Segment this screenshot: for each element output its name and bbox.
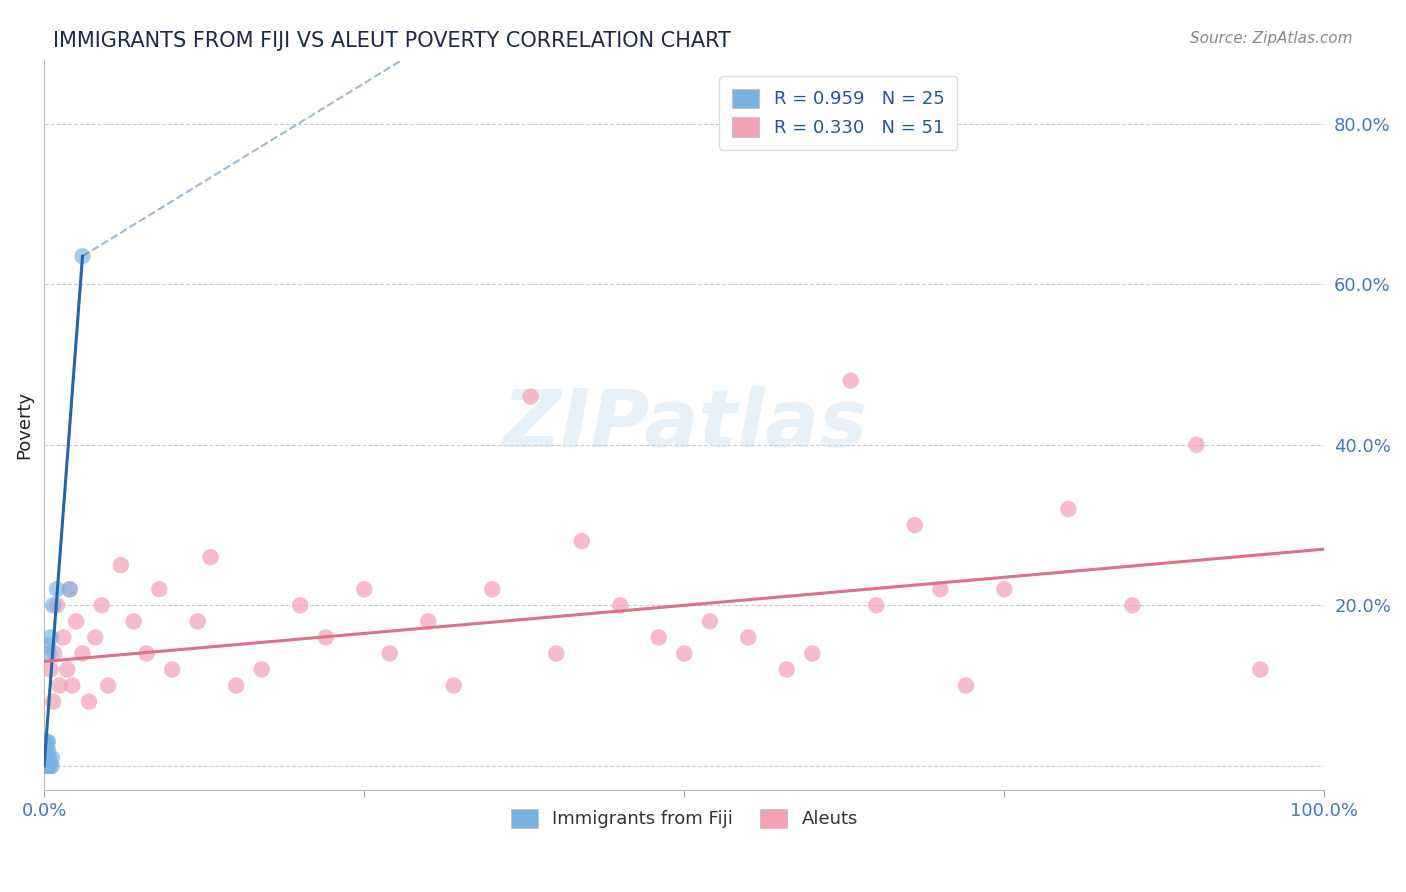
Point	[38, 647, 60, 661]
Point	[443, 679, 465, 693]
Point	[110, 558, 132, 573]
Point	[37, 751, 59, 765]
Point	[65, 615, 87, 629]
Point	[42, 695, 65, 709]
Point	[37, 735, 59, 749]
Point	[39, 663, 62, 677]
Point	[45, 599, 67, 613]
Point	[315, 631, 337, 645]
Point	[35, 743, 58, 757]
Point	[72, 647, 94, 661]
Point	[39, 631, 62, 645]
Point	[737, 631, 759, 645]
Point	[97, 679, 120, 693]
Point	[1185, 438, 1208, 452]
Point	[481, 582, 503, 597]
Point	[519, 390, 541, 404]
Point	[378, 647, 401, 661]
Point	[160, 663, 183, 677]
Legend: Immigrants from Fiji, Aleuts: Immigrants from Fiji, Aleuts	[503, 801, 865, 836]
Point	[77, 695, 100, 709]
Point	[41, 751, 63, 765]
Point	[45, 582, 67, 597]
Point	[929, 582, 952, 597]
Text: Source: ZipAtlas.com: Source: ZipAtlas.com	[1189, 31, 1353, 46]
Y-axis label: Poverty: Poverty	[15, 391, 32, 458]
Point	[609, 599, 631, 613]
Point	[288, 599, 311, 613]
Point	[839, 374, 862, 388]
Point	[904, 518, 927, 533]
Point	[699, 615, 721, 629]
Point	[571, 534, 593, 549]
Point	[776, 663, 799, 677]
Point	[84, 631, 107, 645]
Point	[44, 647, 66, 661]
Point	[418, 615, 440, 629]
Point	[37, 743, 59, 757]
Point	[42, 599, 65, 613]
Point	[34, 747, 56, 761]
Point	[34, 735, 56, 749]
Point	[673, 647, 696, 661]
Point	[60, 679, 83, 693]
Point	[122, 615, 145, 629]
Point	[1249, 663, 1271, 677]
Point	[90, 599, 112, 613]
Text: IMMIGRANTS FROM FIJI VS ALEUT POVERTY CORRELATION CHART: IMMIGRANTS FROM FIJI VS ALEUT POVERTY CO…	[53, 31, 731, 51]
Point	[34, 759, 56, 773]
Point	[647, 631, 669, 645]
Point	[546, 647, 568, 661]
Point	[225, 679, 247, 693]
Point	[250, 663, 273, 677]
Point	[353, 582, 375, 597]
Point	[1057, 502, 1080, 516]
Point	[148, 582, 170, 597]
Point	[187, 615, 209, 629]
Point	[59, 582, 82, 597]
Point	[52, 631, 75, 645]
Point	[35, 751, 58, 765]
Text: ZIPatlas: ZIPatlas	[502, 385, 866, 464]
Point	[35, 759, 58, 773]
Point	[38, 759, 60, 773]
Point	[37, 639, 59, 653]
Point	[48, 679, 70, 693]
Point	[865, 599, 887, 613]
Point	[34, 751, 56, 765]
Point	[39, 759, 62, 773]
Point	[135, 647, 157, 661]
Point	[72, 249, 94, 263]
Point	[59, 582, 82, 597]
Point	[200, 550, 222, 565]
Point	[38, 751, 60, 765]
Point	[1121, 599, 1143, 613]
Point	[41, 759, 63, 773]
Point	[993, 582, 1015, 597]
Point	[34, 743, 56, 757]
Point	[37, 759, 59, 773]
Point	[56, 663, 79, 677]
Point	[35, 735, 58, 749]
Point	[955, 679, 977, 693]
Point	[801, 647, 824, 661]
